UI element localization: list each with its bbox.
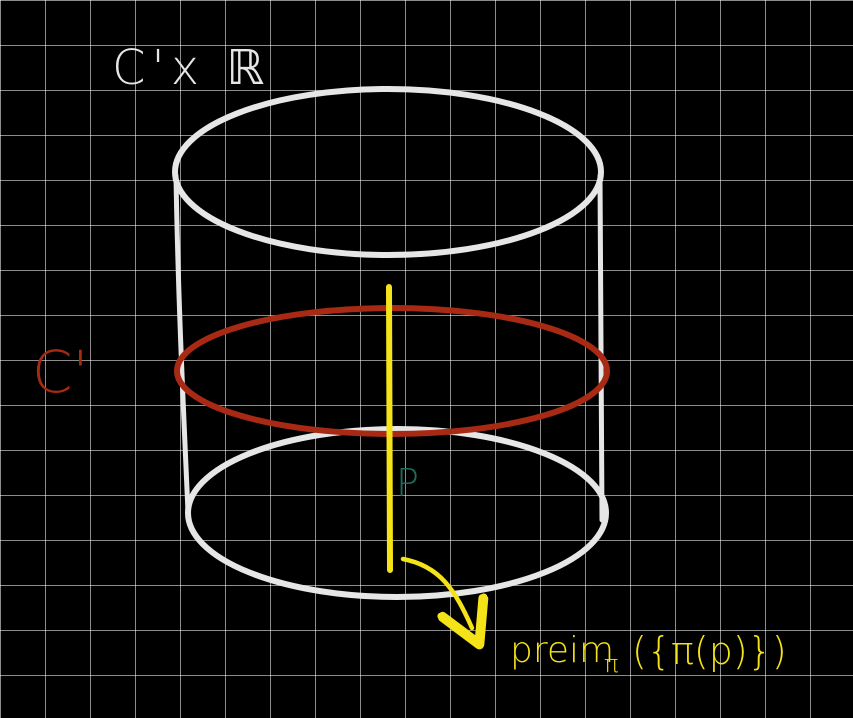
circle-label: C': [32, 338, 88, 406]
cylinder-bottom-ellipse: [185, 426, 609, 600]
cylinder-right-side: [597, 173, 605, 523]
preimage-subscript: π: [604, 650, 618, 678]
fiber-line: [386, 284, 393, 573]
annotation-arrow: [400, 556, 472, 628]
cylinder-top-ellipse: [172, 86, 604, 258]
preimage-label: preim: [510, 630, 614, 671]
product-space-label: C'x ℝ: [112, 40, 270, 96]
cylinder: [172, 86, 609, 600]
cylinder-left-side: [173, 173, 191, 515]
point-label: P: [396, 461, 419, 505]
preimage-annotation: preim π ({π(p)}): [510, 629, 787, 678]
preimage-argument: ({π(p)}): [632, 629, 787, 673]
